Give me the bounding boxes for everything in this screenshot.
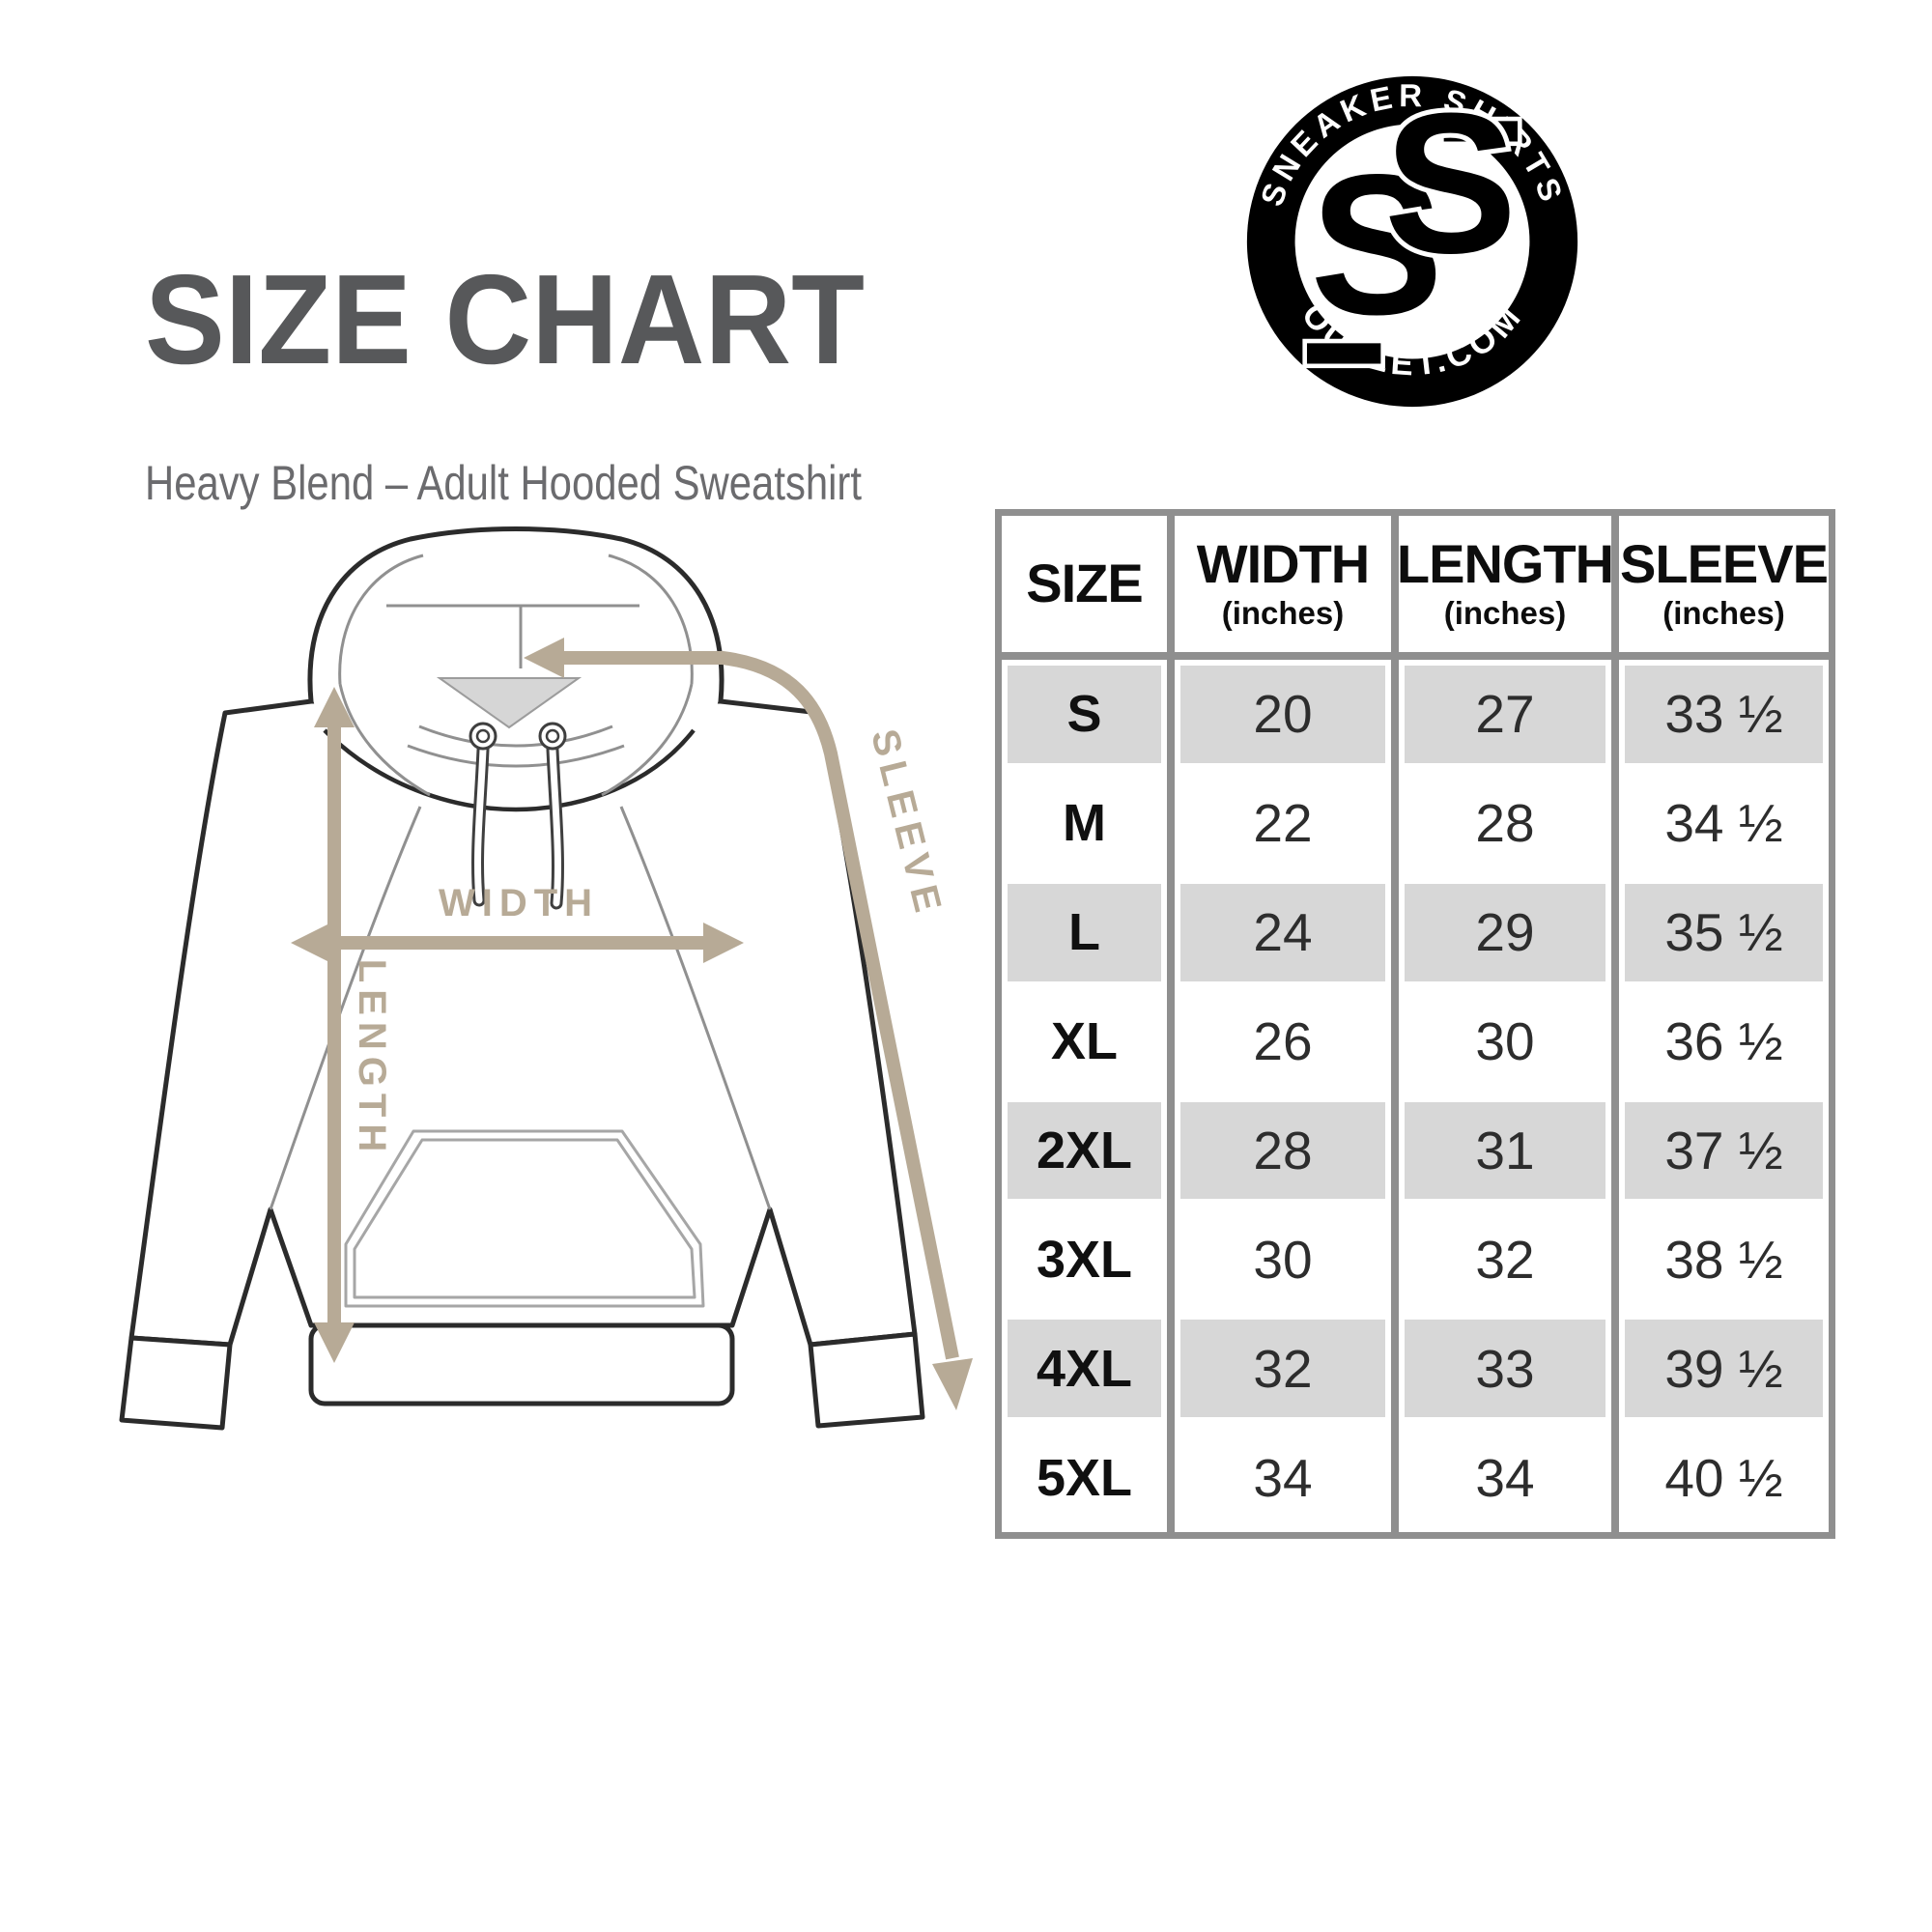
table-cell-length: 33 [1399,1314,1619,1424]
hoodie-waistband [308,1322,735,1406]
table-cell-size: S [1002,660,1175,769]
hoodie-body-outline [128,698,918,1348]
table-cell-sleeve: 36 ½ [1619,986,1829,1096]
measurement-arrows [291,638,973,1410]
table-cell-sleeve: 33 ½ [1619,660,1829,769]
table-cell-length: 28 [1399,768,1619,878]
column-header-size: SIZE [1002,516,1175,660]
table-cell-size: 5XL [1002,1423,1175,1532]
drawstrings [471,743,564,910]
table-cell-length: 32 [1399,1205,1619,1315]
sleeve-arrow-line [537,651,959,1360]
table-cell-sleeve: 39 ½ [1619,1314,1829,1424]
table-cell-length: 30 [1399,986,1619,1096]
hood-outline [307,526,724,702]
table-cell-sleeve: 40 ½ [1619,1423,1829,1532]
width-arrowhead-right [703,923,744,963]
width-label: WIDTH [439,882,599,924]
column-header-sub: (inches) [1662,595,1785,632]
hood-opening-left [338,683,431,797]
monogram-top-bar [1439,116,1522,147]
kangaroo-pocket [344,1129,705,1308]
length-arrowhead-bottom [314,1322,355,1363]
monogram-s-right: S [1384,71,1518,295]
hoodie-cuff-left [119,1335,233,1431]
page-title-svg: SIZE CHART [145,259,865,384]
table-cell-width: 32 [1175,1314,1399,1424]
table-cell-width: 30 [1175,1205,1399,1315]
table-cell-sleeve: 34 ½ [1619,768,1829,878]
table-cell-sleeve: 38 ½ [1619,1205,1829,1315]
hoodie-cuff-right [808,1331,925,1429]
table-cell-sleeve: 35 ½ [1619,877,1829,987]
column-header-sub: (inches) [1443,595,1567,632]
table-cell-length: 29 [1399,877,1619,987]
length-arrowhead-top [314,687,355,727]
drawstring-eyelets [469,722,567,751]
column-header-sleeve: SLEEVE (inches) [1619,516,1829,660]
table-cell-size: 4XL [1002,1314,1175,1424]
hood-opening-right [601,683,694,797]
sleeve-arrowhead-left [524,638,564,678]
column-header-length: LENGTH (inches) [1396,516,1619,660]
column-header-label: SIZE [1026,553,1143,614]
table-cell-length: 27 [1399,660,1619,769]
table-cell-length: 34 [1399,1423,1619,1532]
table-cell-width: 22 [1175,768,1399,878]
length-label: LENGTH [351,959,393,1158]
column-header-label: SLEEVE [1620,532,1829,594]
table-cell-size: 3XL [1002,1205,1175,1315]
sleeve-arrowhead-bottom [932,1358,973,1410]
hood-fill [310,528,722,792]
hood-inner-line-left [338,554,424,685]
brand-logo: SNEAKER SHIRTS OUTLET.COM S S [1246,67,1578,408]
table-cell-width: 24 [1175,877,1399,987]
sleeve-label: SLEEVE [863,725,951,923]
logo-inner-disc [1294,124,1530,359]
hoodie-measurement-diagram: WIDTH LENGTH SLEEVE [119,526,973,1431]
table-cell-width: 20 [1175,660,1399,769]
neck-triangle [436,677,582,729]
hood-collar-edge [323,728,696,812]
raglan-seam-left [269,806,422,1210]
table-cell-size: 2XL [1002,1095,1175,1206]
column-header-label: LENGTH [1396,532,1614,594]
table-cell-width: 26 [1175,986,1399,1096]
page-subtitle-svg: Heavy Blend – Adult Hooded Sweatshirt [145,456,862,510]
monogram-bottom-bar [1302,338,1385,369]
column-header-sub: (inches) [1221,595,1345,632]
column-header-label: WIDTH [1196,532,1371,594]
size-table: SIZE WIDTH (inches) LENGTH (inches) SLEE… [995,509,1835,1539]
raglan-seam-right [619,806,772,1210]
collar-curve-outer [407,744,625,768]
collar-curve-inner [418,724,613,748]
page-subtitle: Heavy Blend – Adult Hooded Sweatshirt [145,456,862,510]
width-arrowhead-left [291,923,331,963]
table-cell-size: XL [1002,986,1175,1096]
table-cell-sleeve: 37 ½ [1619,1095,1829,1206]
table-cell-size: L [1002,877,1175,987]
table-cell-width: 34 [1175,1423,1399,1532]
table-cell-width: 28 [1175,1095,1399,1206]
table-cell-length: 31 [1399,1095,1619,1206]
column-header-width: WIDTH (inches) [1175,516,1399,660]
monogram-s-left: S [1310,133,1443,356]
page-title: SIZE CHART [145,259,865,384]
logo-ss-monogram-icon: S S [1302,67,1522,369]
table-cell-size: M [1002,768,1175,878]
